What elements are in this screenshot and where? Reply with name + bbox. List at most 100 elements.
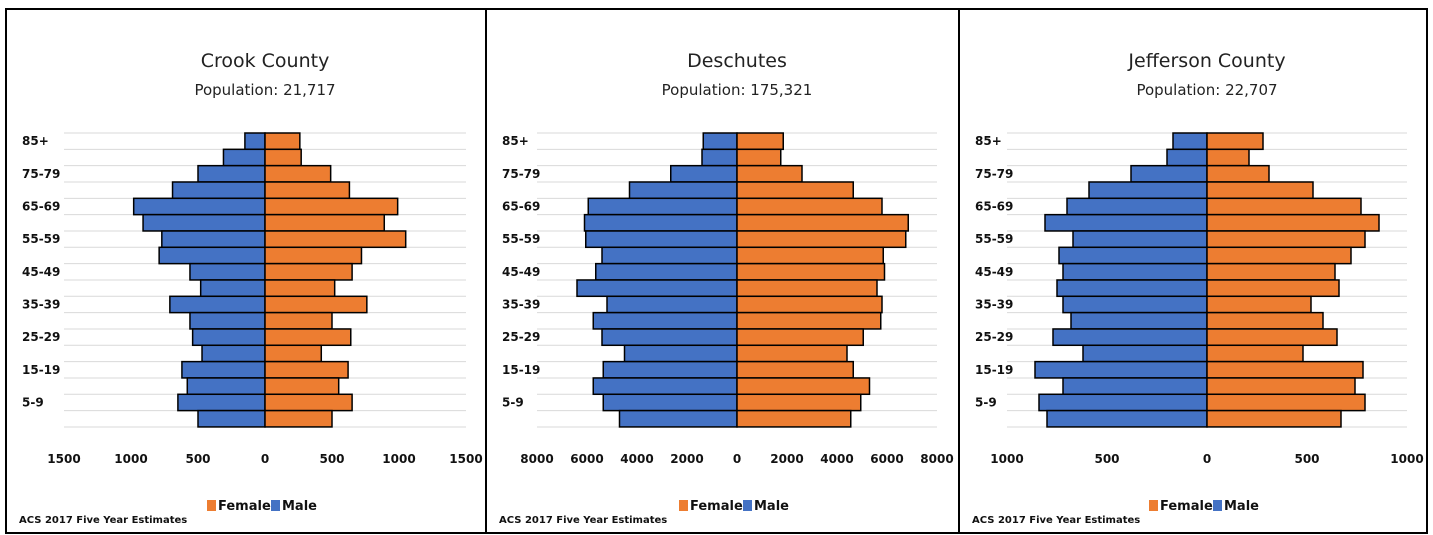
female-bar: [1206, 344, 1304, 363]
x-tick-label: 500: [185, 452, 210, 466]
legend-male-swatch: [743, 500, 752, 511]
female-bar: [736, 164, 803, 183]
legend-female-swatch: [679, 500, 688, 511]
female-bar: [1206, 279, 1340, 298]
male-bar: [1052, 328, 1208, 347]
female-bar: [264, 393, 353, 412]
chart-subtitle: Population: 175,321: [662, 81, 813, 99]
legend: Female Male: [207, 499, 317, 514]
male-bar: [1044, 213, 1208, 232]
x-tick-label: 500: [1094, 452, 1119, 466]
chart-subtitle: Population: 21,717: [194, 81, 335, 99]
x-tick-label: 0: [261, 452, 269, 466]
y-tick-label: 65-69: [975, 199, 1013, 213]
male-bar: [1062, 262, 1208, 281]
male-bar: [1062, 377, 1208, 396]
female-bar: [736, 279, 878, 298]
male-bar: [628, 181, 738, 200]
female-bar: [736, 230, 907, 249]
x-tick-label: 8000: [920, 452, 953, 466]
x-axis-labels: 1500 1000 500 0 500 1000 1500: [47, 452, 482, 466]
male-bar: [1066, 197, 1208, 216]
crook-county-panel: Crook County Population: 21,717 85+ 75-79 65…: [5, 8, 487, 534]
male-bar: [244, 132, 266, 151]
male-bar: [592, 377, 738, 396]
deschutes-pyramid-chart: Deschutes Population: 175,321 85+ 75-79 65-6…: [499, 50, 954, 526]
y-tick-label: 25-29: [502, 330, 540, 344]
source-note: ACS 2017 Five Year Estimates: [19, 515, 187, 526]
female-bar: [1206, 181, 1314, 200]
female-bar: [736, 393, 862, 412]
male-bar: [171, 181, 266, 200]
y-tick-label: 85+: [502, 134, 529, 148]
y-tick-label: 55-59: [22, 232, 60, 246]
male-bar: [592, 311, 738, 330]
chart-title: Jefferson County: [1127, 50, 1285, 72]
x-tick-label: 1000: [114, 452, 147, 466]
male-bar: [132, 197, 266, 216]
x-tick-label: 4000: [820, 452, 853, 466]
male-bar: [1034, 360, 1208, 379]
female-bar: [736, 377, 871, 396]
male-bar: [1072, 230, 1208, 249]
male-bar: [169, 295, 266, 314]
y-tick-label: 75-79: [975, 167, 1013, 181]
female-bar: [264, 197, 399, 216]
legend-male-label: Male: [1224, 499, 1259, 514]
legend: Female Male: [1149, 499, 1259, 514]
male-bar: [142, 213, 266, 232]
x-tick-label: 0: [733, 452, 741, 466]
male-bar: [1166, 148, 1208, 167]
chart-title: Deschutes: [687, 50, 787, 72]
female-bar: [736, 344, 848, 363]
male-bar: [177, 393, 266, 412]
male-bar: [670, 164, 738, 183]
x-tick-label: 8000: [520, 452, 553, 466]
female-bar: [264, 295, 368, 314]
male-bar: [602, 393, 738, 412]
y-axis-labels: 85+ 75-79 65-69 55-59 45-49 35-39 25-29 15-19 5-…: [22, 134, 60, 409]
y-tick-label: 5-9: [22, 395, 44, 409]
male-bar: [576, 279, 738, 298]
y-axis-labels: 85+ 75-79 65-69 55-59 45-49 35-39 25-29 15-19 5-…: [502, 134, 540, 409]
female-bar: [264, 148, 302, 167]
x-tick-label: 2000: [770, 452, 803, 466]
y-tick-label: 35-39: [502, 297, 540, 311]
y-tick-label: 65-69: [502, 199, 540, 213]
y-tick-label: 5-9: [975, 395, 997, 409]
bars: [576, 132, 909, 428]
female-bar: [1206, 246, 1352, 265]
female-bar: [1206, 328, 1338, 347]
x-tick-label: 0: [1203, 452, 1211, 466]
y-tick-label: 65-69: [22, 199, 60, 213]
y-tick-label: 35-39: [975, 297, 1013, 311]
female-bar: [264, 328, 352, 347]
y-axis-labels: 85+ 75-79 65-69 55-59 45-49 35-39 25-29 15-19 5-…: [975, 134, 1013, 409]
male-bar: [595, 262, 738, 281]
female-bar: [1206, 148, 1250, 167]
x-tick-label: 1000: [382, 452, 415, 466]
male-bar: [587, 197, 738, 216]
x-axis-labels: 8000 6000 4000 2000 0 2000 4000 6000 8000: [520, 452, 953, 466]
female-bar: [736, 246, 884, 265]
crook-county-pyramid-chart: Crook County Population: 21,717 85+ 75-79 65…: [19, 50, 483, 526]
female-bar: [736, 360, 854, 379]
male-bar: [1070, 311, 1208, 330]
x-tick-label: 1000: [1390, 452, 1423, 466]
y-tick-label: 25-29: [22, 330, 60, 344]
y-tick-label: 25-29: [975, 330, 1013, 344]
male-bar: [1082, 344, 1208, 363]
female-bar: [264, 213, 386, 232]
male-bar: [601, 246, 738, 265]
female-bar: [264, 360, 349, 379]
x-tick-label: 2000: [670, 452, 703, 466]
male-bar: [158, 246, 266, 265]
female-bar: [1206, 393, 1366, 412]
male-bar: [1046, 409, 1208, 428]
female-bar: [736, 181, 854, 200]
male-bar: [583, 213, 738, 232]
female-bar: [736, 295, 883, 314]
male-bar: [199, 279, 266, 298]
male-bar: [189, 311, 266, 330]
female-bar: [264, 409, 333, 428]
